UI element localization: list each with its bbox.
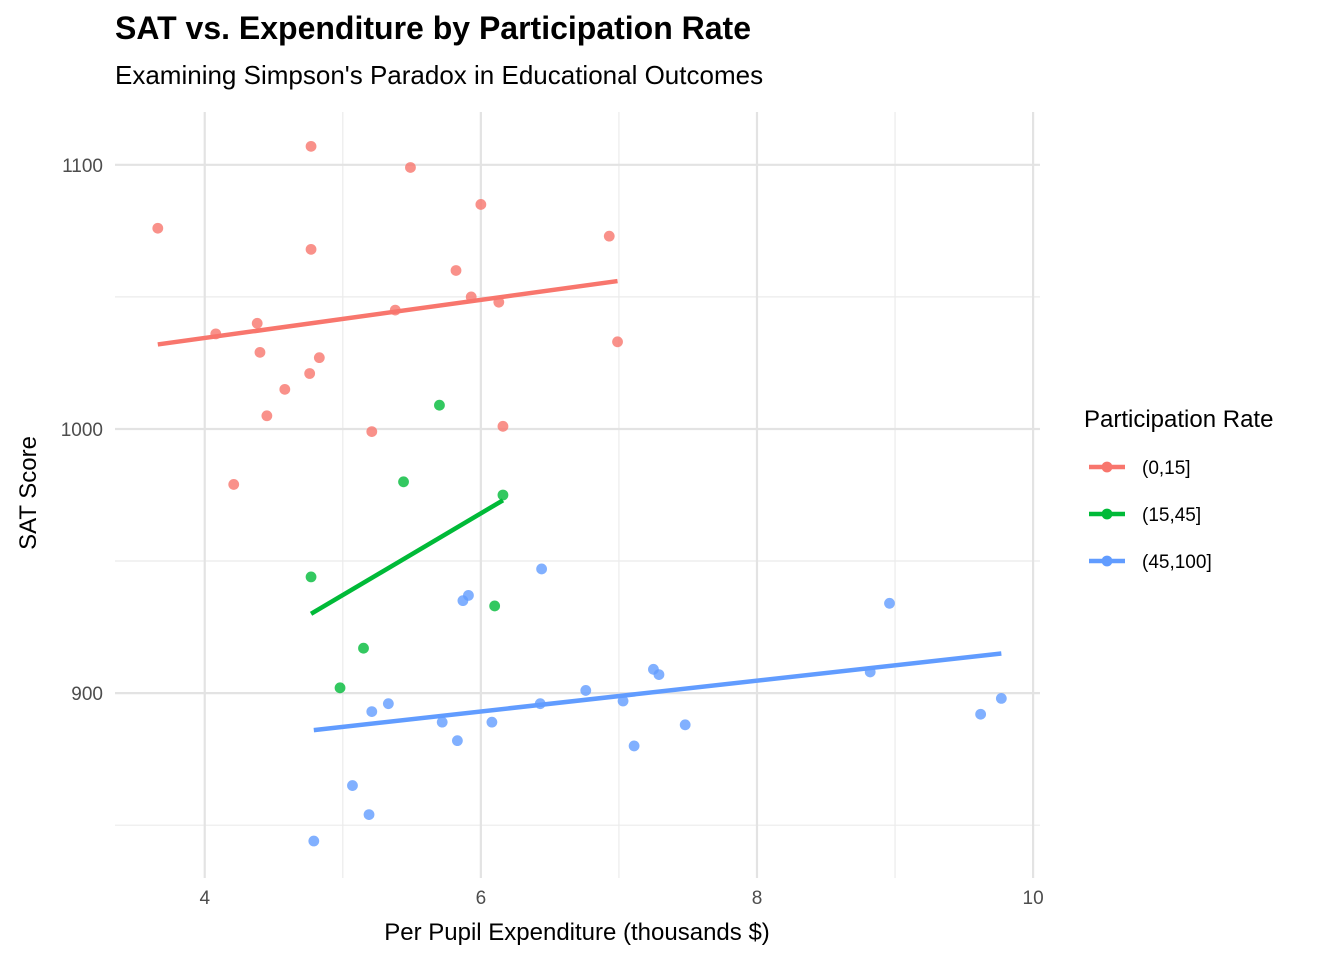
data-point-series-3 xyxy=(363,809,375,821)
data-point-series-1 xyxy=(279,383,291,395)
x-tick-label: 4 xyxy=(199,888,210,909)
data-point-series-1 xyxy=(305,140,317,152)
data-point-series-1 xyxy=(493,296,505,308)
data-points xyxy=(152,140,1007,847)
data-point-series-1 xyxy=(612,336,623,348)
x-axis-title: Per Pupil Expenditure (thousands $) xyxy=(384,919,770,946)
legend-label: (45,100] xyxy=(1142,552,1212,573)
data-point-series-3 xyxy=(366,706,378,717)
chart-subtitle: Examining Simpson's Paradox in Education… xyxy=(115,60,764,90)
legend-title: Participation Rate xyxy=(1084,406,1273,433)
data-point-series-1 xyxy=(251,317,263,329)
data-point-series-1 xyxy=(210,328,222,340)
data-point-series-1 xyxy=(603,230,615,242)
data-point-series-3 xyxy=(580,685,592,696)
data-point-series-2 xyxy=(305,571,317,583)
trend-line-series-2 xyxy=(309,498,505,616)
legend-key-point xyxy=(1101,508,1113,520)
data-point-series-1 xyxy=(497,420,509,432)
y-axis-title: SAT Score xyxy=(15,436,42,550)
data-point-series-3 xyxy=(451,735,463,747)
y-tick-label: 1100 xyxy=(62,156,103,177)
data-point-series-1 xyxy=(228,479,240,490)
data-point-series-1 xyxy=(305,243,317,255)
data-point-series-2 xyxy=(358,642,369,654)
data-point-series-3 xyxy=(864,666,876,678)
legend-item: (45,100] xyxy=(1089,552,1212,573)
chart-title: SAT vs. Expenditure by Participation Rat… xyxy=(115,10,751,46)
legend-label: (15,45] xyxy=(1142,505,1201,526)
data-point-series-3 xyxy=(463,589,474,601)
data-point-series-1 xyxy=(313,352,325,364)
legend-label: (0,15] xyxy=(1142,458,1191,479)
x-tick-label: 10 xyxy=(1023,888,1044,909)
data-point-series-1 xyxy=(465,291,477,303)
data-point-series-3 xyxy=(617,695,629,707)
data-point-series-3 xyxy=(995,692,1007,704)
data-point-series-1 xyxy=(389,304,401,316)
y-tick-label: 1000 xyxy=(61,420,103,441)
x-tick-label: 6 xyxy=(476,888,487,909)
data-point-series-3 xyxy=(628,740,640,752)
data-point-series-1 xyxy=(450,265,462,276)
legend-key-point xyxy=(1101,461,1113,473)
data-point-series-2 xyxy=(497,489,509,501)
data-point-series-1 xyxy=(366,426,378,438)
legend-item: (0,15] xyxy=(1089,458,1191,479)
trend-lines xyxy=(157,278,1002,733)
y-tick-label: 900 xyxy=(71,684,103,705)
data-point-series-1 xyxy=(261,410,273,422)
data-point-series-1 xyxy=(152,222,164,234)
legend-item: (15,45] xyxy=(1089,505,1201,526)
data-point-series-3 xyxy=(975,708,987,720)
data-point-series-3 xyxy=(436,716,448,728)
data-point-series-3 xyxy=(382,698,394,710)
data-point-series-3 xyxy=(308,835,320,847)
data-point-series-2 xyxy=(398,476,409,488)
grid xyxy=(115,112,1040,878)
x-tick-label: 8 xyxy=(752,888,763,909)
legend: Participation Rate (0,15] (15,45] (45,100] xyxy=(1084,406,1273,573)
data-point-series-3 xyxy=(534,698,546,710)
data-point-series-3 xyxy=(347,780,358,791)
data-point-series-3 xyxy=(679,719,691,731)
data-point-series-3 xyxy=(486,716,498,728)
data-point-series-2 xyxy=(334,682,346,694)
data-point-series-2 xyxy=(434,399,445,411)
data-point-series-3 xyxy=(653,669,665,681)
tick-labels: 4 6 8 10 900 1000 1100 xyxy=(61,156,1044,909)
data-point-series-1 xyxy=(304,368,316,379)
data-point-series-1 xyxy=(254,346,266,358)
data-point-series-3 xyxy=(536,563,548,575)
data-point-series-2 xyxy=(489,600,501,612)
trend-line-series-3 xyxy=(313,651,1002,733)
trend-line-series-1 xyxy=(157,278,618,347)
data-point-series-3 xyxy=(884,597,895,609)
data-point-series-1 xyxy=(475,199,487,210)
legend-key-point xyxy=(1101,555,1113,567)
data-point-series-1 xyxy=(405,162,416,173)
